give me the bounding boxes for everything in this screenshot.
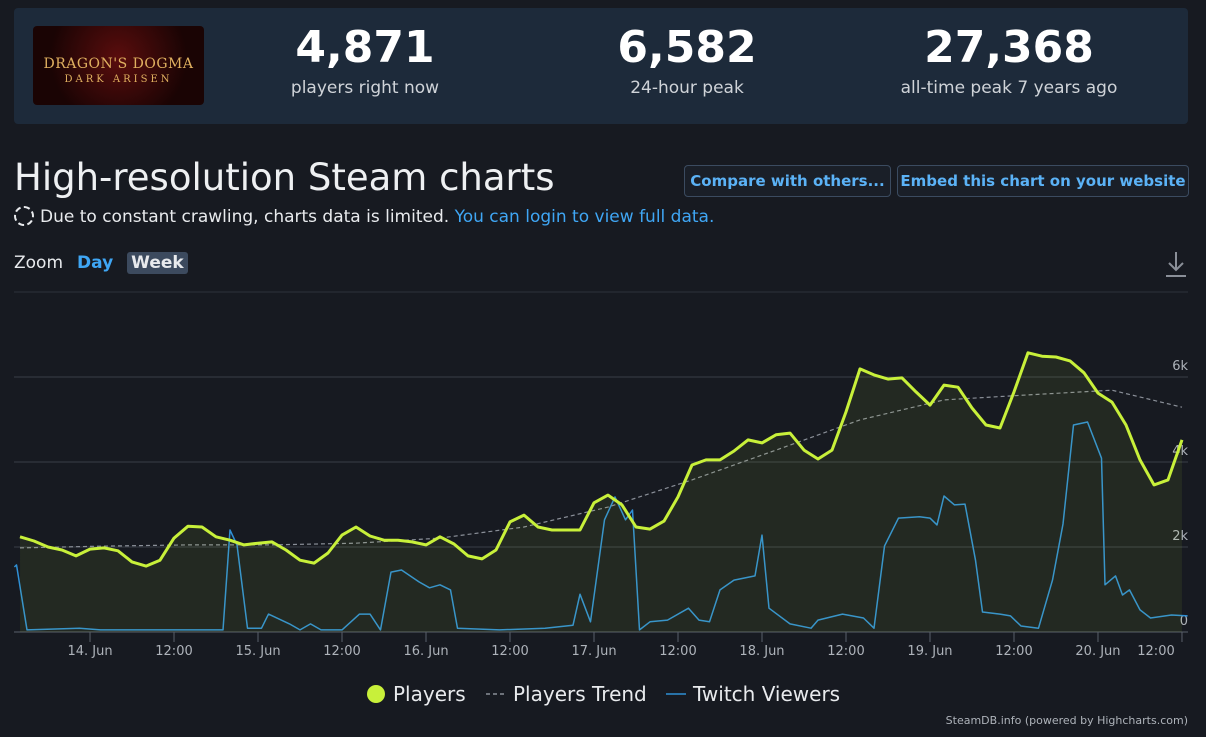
legend-label: Players (393, 682, 466, 706)
zoom-option[interactable]: Week (127, 252, 188, 274)
x-tick-label: 12:00 (659, 644, 696, 659)
compare-button[interactable]: Compare with others... (684, 165, 891, 197)
download-icon[interactable] (1166, 252, 1186, 277)
stat: 4,871 players right now (215, 22, 515, 98)
x-tick-label: 12:00 (323, 644, 360, 659)
notice-text: Due to constant crawling, charts data is… (40, 207, 450, 227)
zoom-option[interactable]: Day (77, 253, 114, 273)
x-tick-label: 12:00 (155, 644, 192, 659)
stat-value: 6,582 (617, 22, 757, 73)
stat-value: 27,368 (924, 22, 1094, 73)
x-tick-label: 14. Jun (67, 644, 112, 659)
login-link[interactable]: You can login to view full data. (454, 207, 715, 227)
series-area (20, 352, 1182, 632)
x-tick-label: 12:00 (995, 644, 1032, 659)
series-line (19, 389, 1183, 549)
heading: High-resolution Steam charts (14, 156, 555, 199)
stat-label: all-time peak 7 years ago (900, 78, 1118, 98)
logo-subtitle: DARK ARISEN (64, 74, 173, 85)
legend-label: Players Trend (513, 682, 647, 706)
zoom-bar: Zoom Day Week (14, 252, 202, 274)
series-line (13, 421, 1188, 631)
x-tick-label: 20. Jun (1075, 644, 1120, 659)
x-tick-label: 17. Jun (571, 644, 616, 659)
chart-credit: SteamDB.info (powered by Highcharts.com) (946, 714, 1188, 727)
series-line (19, 351, 1184, 568)
notice-icon (14, 206, 34, 226)
y-tick-label: 0 (1180, 614, 1188, 629)
x-tick-label: 16. Jun (403, 644, 448, 659)
stat-label: 24-hour peak (630, 78, 744, 98)
embed-button[interactable]: Embed this chart on your website (897, 165, 1189, 197)
logo-title: DRAGON'S DOGMA (43, 56, 194, 72)
legend-label: Twitch Viewers (692, 682, 840, 706)
game-logo: DRAGON'S DOGMA DARK ARISEN (33, 26, 204, 105)
x-tick-label: 12:00 (1137, 644, 1174, 659)
stat-value: 4,871 (295, 22, 435, 73)
y-tick-label: 6k (1172, 359, 1188, 374)
stat-label: players right now (290, 78, 440, 98)
zoom-label: Zoom (14, 253, 64, 273)
stat: 27,368 all-time peak 7 years ago (859, 22, 1159, 98)
x-tick-label: 12:00 (827, 644, 864, 659)
legend-symbol (367, 685, 385, 703)
stats-panel: DRAGON'S DOGMA DARK ARISEN 4,871 players … (14, 8, 1188, 124)
x-tick-label: 12:00 (491, 644, 528, 659)
x-tick-label: 18. Jun (739, 644, 784, 659)
y-tick-label: 2k (1172, 529, 1188, 544)
stat: 6,582 24-hour peak (537, 22, 837, 98)
x-tick-label: 19. Jun (907, 644, 952, 659)
x-tick-label: 15. Jun (235, 644, 280, 659)
notice: Due to constant crawling, charts data is… (14, 206, 714, 227)
